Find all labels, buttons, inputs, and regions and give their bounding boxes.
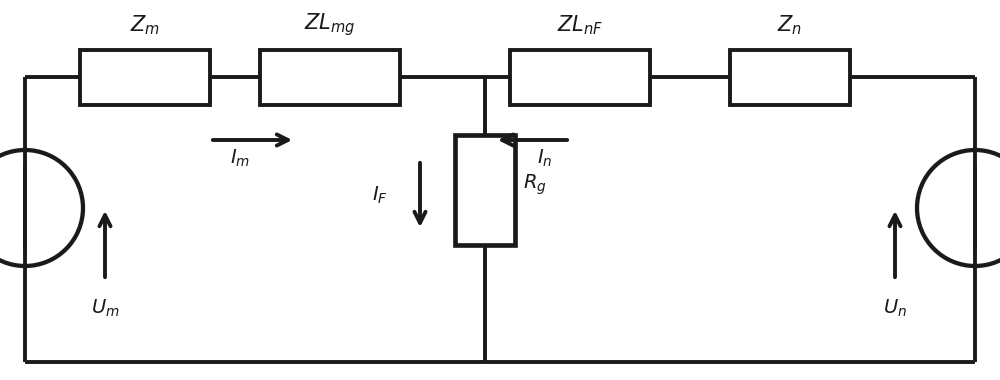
Polygon shape [730,50,850,105]
Polygon shape [80,50,210,105]
Text: $Z_n$: $Z_n$ [777,13,803,37]
Text: $I_m$: $I_m$ [230,147,250,169]
Text: $U_m$: $U_m$ [91,297,119,319]
Polygon shape [260,50,400,105]
Text: $U_n$: $U_n$ [883,297,907,319]
Text: $ZL_{nF}$: $ZL_{nF}$ [557,13,603,37]
Text: $I_n$: $I_n$ [537,147,553,169]
Text: $Z_m$: $Z_m$ [130,13,160,37]
Text: $I_F$: $I_F$ [372,184,388,206]
Text: $R_g$: $R_g$ [523,173,547,197]
Polygon shape [510,50,650,105]
Polygon shape [455,135,515,245]
Text: $ZL_{mg}$: $ZL_{mg}$ [304,12,356,38]
